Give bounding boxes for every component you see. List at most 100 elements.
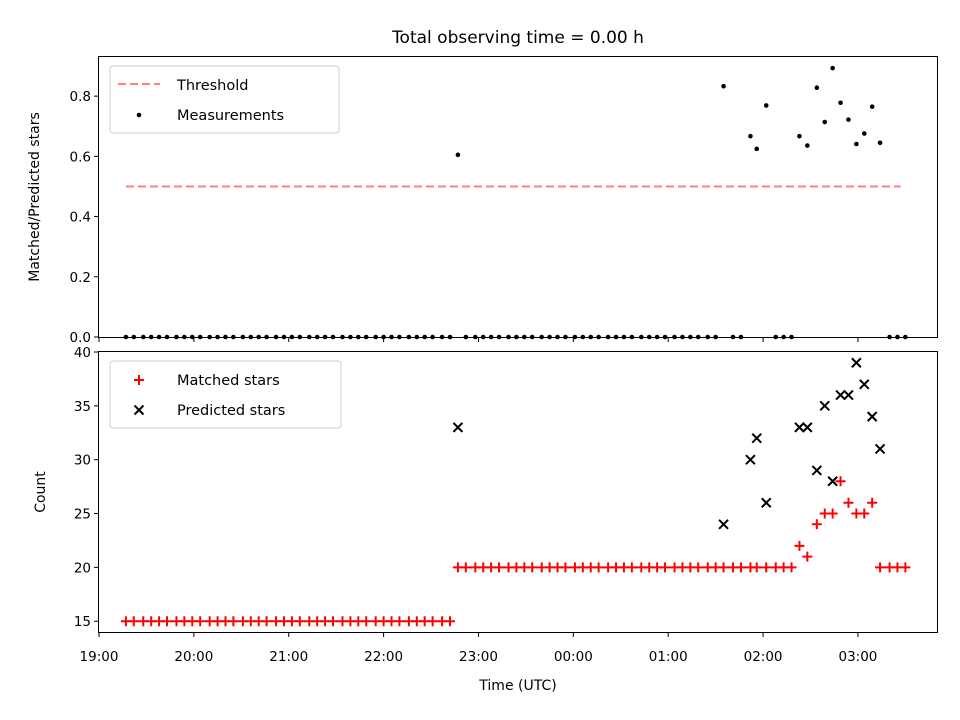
predicted-star-point [811, 465, 823, 476]
matched-star-point [494, 562, 505, 573]
x-tick-label: 23:00 [459, 649, 498, 665]
bottom-plot-marks [120, 357, 911, 627]
matched-star-point [761, 562, 772, 573]
top-y-tick-label: 0.2 [70, 270, 91, 286]
top-legend: Threshold Measurements [109, 65, 340, 134]
matched-star-point [875, 562, 886, 573]
predicted-star-point [452, 422, 464, 433]
threshold-legend-label: Threshold [176, 78, 248, 94]
x-tick-label: 20:00 [174, 649, 213, 665]
top-y-tick-label: 0.0 [70, 330, 91, 346]
predicted-star-point [745, 454, 756, 465]
matched-star-point [660, 562, 671, 573]
matched-star-point [460, 562, 471, 573]
matched-star-point [835, 476, 846, 487]
top-plot-frame [98, 56, 938, 338]
matched-star-point [786, 562, 797, 573]
predicted-star-point [859, 379, 870, 390]
matched-star-point [859, 508, 870, 519]
matched-star-point [867, 497, 878, 508]
matched-star-point [718, 562, 729, 573]
bottom-panel: 15 20 25 30 35 40 19:00 20:00 21:00 22:00 23:00 00:… [33, 345, 938, 694]
top-y-tick-label: 0.6 [70, 149, 91, 165]
predicted-star-point [718, 519, 729, 530]
matched-star-point [527, 562, 538, 573]
x-tick-label: 22:00 [364, 649, 403, 665]
bottom-y-axis-label: Count [33, 471, 49, 513]
x-tick-label: 01:00 [649, 649, 688, 665]
bottom-y-tick-label: 25 [74, 507, 91, 523]
measurement-point [754, 146, 760, 152]
predicted-star-point [851, 357, 862, 368]
chart-title: Total observing time = 0.00 h [391, 28, 644, 48]
matched-star-point [161, 616, 172, 627]
measurement-point [814, 85, 820, 91]
predicted-star-point [866, 411, 878, 422]
matched-star-point [427, 616, 438, 627]
top-plot-marks [123, 65, 908, 340]
matched-star-point [394, 616, 405, 627]
matched-star-point [751, 562, 762, 573]
predicted-star-point [843, 389, 854, 401]
matched-legend-label: Matched stars [177, 373, 280, 389]
measurement-point [877, 140, 883, 146]
x-tick-label: 19:00 [80, 649, 119, 665]
matched-star-point [228, 616, 239, 627]
measurement-point [721, 83, 726, 89]
measurement-point [805, 143, 810, 148]
matched-star-point [843, 497, 854, 508]
top-axes: 0.0 0.2 0.4 0.6 0.8 [70, 89, 859, 346]
measurement-point [854, 141, 859, 147]
bottom-y-tick-label: 15 [74, 614, 91, 630]
bottom-legend-box [109, 360, 342, 429]
predicted-legend-label: Predicted stars [177, 403, 285, 419]
measurement-point [838, 100, 843, 106]
predicted-star-point [761, 497, 772, 508]
x-tick-label: 03:00 [838, 649, 877, 665]
matched-star-point [294, 616, 305, 627]
matched-legend-swatch [134, 375, 144, 385]
predicted-star-point [751, 432, 762, 444]
matched-star-point [328, 616, 339, 627]
measurement-point [763, 103, 769, 108]
measurements-legend-label: Measurements [177, 108, 284, 124]
matched-star-point [900, 562, 911, 573]
matched-star-point [593, 562, 604, 573]
bottom-y-tick-label: 20 [74, 560, 91, 576]
top-y-tick-label: 0.8 [70, 89, 91, 105]
matched-star-point [445, 616, 456, 627]
matched-star-point [827, 508, 838, 519]
measurement-point [869, 104, 875, 109]
measurement-point [797, 133, 802, 139]
matched-star-point [693, 562, 704, 573]
top-y-axis-label: Matched/Predicted stars [27, 112, 43, 282]
measurement-point [822, 119, 828, 125]
measurements-legend-swatch [136, 112, 142, 118]
x-axis-label: Time (UTC) [478, 678, 556, 694]
matched-star-point [735, 562, 746, 573]
x-tick-label: 21:00 [269, 649, 308, 665]
measurement-point [455, 152, 461, 158]
measurement-point [748, 133, 753, 139]
predicted-star-point [802, 422, 813, 433]
bottom-axes: 15 20 25 30 35 40 19:00 20:00 21:00 22:00 23:00 00:… [74, 345, 878, 665]
top-legend-box [109, 65, 340, 134]
matched-star-point [802, 551, 813, 562]
bottom-legend: Matched stars Predicted stars [109, 360, 342, 429]
predicted-star-point [835, 389, 846, 401]
bottom-y-tick-label: 30 [74, 453, 91, 469]
predicted-legend-swatch [133, 404, 145, 416]
measurement-point [861, 131, 867, 136]
measurement-point [846, 117, 851, 122]
matched-star-point [560, 562, 571, 573]
matched-star-point [361, 616, 372, 627]
matched-star-point [128, 616, 139, 627]
predicted-star-point [874, 443, 886, 455]
bottom-y-tick-label: 35 [74, 399, 91, 415]
matched-star-point [261, 616, 272, 627]
measurement-point [830, 65, 835, 71]
matched-star-point [811, 519, 822, 530]
top-panel: 0.00.20.40.60.8 Matched/Predicted stars … [27, 56, 938, 346]
bottom-y-tick-label: 40 [74, 345, 91, 361]
